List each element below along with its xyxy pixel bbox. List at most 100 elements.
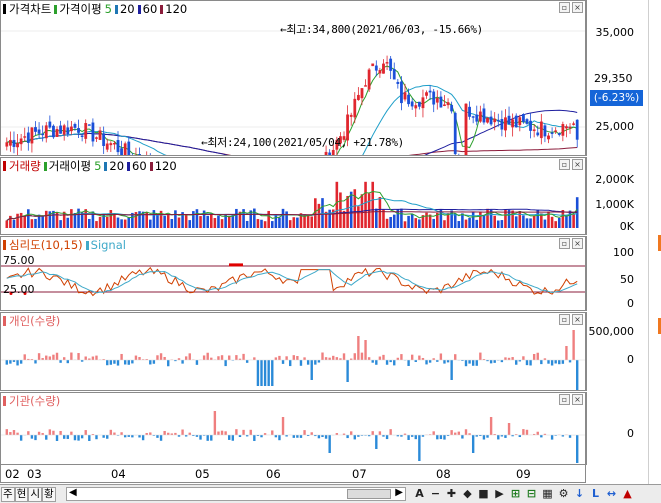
panel-controls: ▫ × — [559, 159, 583, 170]
date-axis: 02 03 04 05 06 07 08 09 — [0, 465, 586, 483]
price-chart-panel[interactable]: 가격차트 가격이평 5 20 60 120 ▫ × ←최고:34,800(202… — [0, 0, 586, 156]
month-label: 02 — [5, 467, 20, 481]
legend-ma5[interactable]: 5 — [104, 2, 112, 16]
minimize-icon[interactable]: ▫ — [559, 159, 570, 170]
legend-price-ma[interactable]: 가격이평 — [59, 2, 102, 16]
up-arrow-icon[interactable]: ▲ — [623, 487, 632, 500]
tab-current[interactable]: 현 — [14, 486, 29, 502]
close-icon[interactable]: × — [572, 314, 583, 325]
month-label: 05 — [195, 467, 210, 481]
legend-ma20[interactable]: 20 — [119, 2, 135, 16]
legend-vma120[interactable]: 120 — [154, 159, 177, 173]
legend-marker-icon — [3, 316, 6, 326]
minimize-icon[interactable]: ▫ — [559, 2, 570, 13]
minimize-icon[interactable]: ▫ — [559, 238, 570, 249]
psych-plot — [1, 263, 585, 297]
individual-plot — [1, 330, 585, 390]
legend-volume-ma[interactable]: 거래이평 — [48, 159, 92, 173]
psych-tick: 100 — [613, 246, 634, 259]
psych-tick: 0 — [627, 297, 634, 310]
layout-icon[interactable]: ▦ — [542, 487, 553, 500]
legend-marker-icon — [3, 240, 6, 250]
volume-tick: 1,000K — [595, 198, 634, 211]
legend-institution[interactable]: 기관(수량) — [9, 394, 61, 408]
legend-vma5[interactable]: 5 — [94, 159, 102, 173]
side-marker — [658, 318, 661, 334]
psychological-panel[interactable]: 심리도(10,15) Signal ▫ × 75.00 25.00 — [0, 236, 586, 311]
zoom-in-icon[interactable]: ✚ — [446, 487, 457, 500]
close-icon[interactable]: × — [572, 238, 583, 249]
volume-tick: 0K — [619, 220, 634, 233]
psych-axis: 100 50 0 — [586, 236, 648, 311]
panel-controls: ▫ × — [559, 394, 583, 405]
scroll-left-icon[interactable]: ◀ — [69, 487, 77, 498]
legend-marker-icon — [127, 161, 131, 171]
zoom-out-icon[interactable]: − — [430, 487, 441, 500]
scroll-right-icon[interactable]: ▶ — [395, 487, 403, 498]
download-icon[interactable]: ↓ — [574, 487, 585, 500]
institution-tick: 0 — [627, 427, 634, 440]
legend-marker-icon — [137, 4, 141, 14]
legend-vma20[interactable]: 20 — [109, 159, 125, 173]
month-label: 04 — [111, 467, 126, 481]
volume-plot — [5, 181, 579, 228]
individual-tick: 500,000 — [588, 325, 635, 338]
excel-icon[interactable]: ⊞ — [510, 487, 521, 500]
close-icon[interactable]: × — [572, 159, 583, 170]
legend-signal[interactable]: Signal — [90, 238, 126, 252]
individual-tick: 0 — [627, 353, 634, 366]
institution-panel[interactable]: 기관(수량) ▫ × — [0, 392, 586, 465]
tab-market[interactable]: 시 — [28, 486, 43, 502]
month-label: 08 — [436, 467, 451, 481]
legend-volume[interactable]: 거래량 — [9, 159, 41, 173]
institution-panel-legend: 기관(수량) — [3, 394, 63, 408]
minimize-icon[interactable]: ▫ — [559, 394, 570, 405]
institution-plot — [1, 411, 585, 463]
play-icon[interactable]: ▶ — [495, 487, 504, 500]
chart-scrollbar[interactable]: ◀ ▶ — [66, 487, 406, 501]
legend-marker-icon — [54, 4, 58, 14]
scroll-thumb[interactable] — [347, 489, 391, 499]
legend-individual[interactable]: 개인(수량) — [9, 314, 61, 328]
close-icon[interactable]: × — [572, 394, 583, 405]
lower-level-label: 25.00 — [3, 283, 35, 296]
marker-icon[interactable]: ◆ — [463, 487, 472, 500]
close-icon[interactable]: × — [572, 2, 583, 13]
low-annotation: ←최저:24,100(2021/05/04, +21.78%) — [201, 136, 404, 149]
legend-psych[interactable]: 심리도(10,15) — [9, 238, 83, 252]
settings-icon[interactable]: ⚙ — [558, 487, 569, 500]
psych-panel-legend: 심리도(10,15) Signal — [3, 238, 129, 252]
individual-panel[interactable]: 개인(수량) ▫ × — [0, 312, 586, 391]
legend-vma60[interactable]: 60 — [132, 159, 147, 173]
stop-icon[interactable]: ■ — [478, 487, 489, 500]
month-label: 06 — [266, 467, 281, 481]
grid-icon[interactable]: ⊟ — [526, 487, 537, 500]
legend-marker-icon — [3, 161, 6, 171]
legend-price-chart[interactable]: 가격차트 — [9, 2, 52, 16]
price-plot — [1, 30, 585, 155]
month-label: 03 — [27, 467, 42, 481]
price-panel-legend: 가격차트 가격이평 5 20 60 120 — [3, 2, 190, 16]
minimize-icon[interactable]: ▫ — [559, 314, 570, 325]
volume-panel[interactable]: 거래량 거래이평 5 20 60 120 ▫ × — [0, 157, 586, 235]
price-axis: 35,000 25,000 — [586, 0, 648, 156]
tab-week[interactable]: 주 — [1, 486, 15, 502]
legend-ma120[interactable]: 120 — [165, 2, 188, 16]
volume-panel-legend: 거래량 거래이평 5 20 60 120 — [3, 159, 180, 173]
legend-marker-icon — [43, 161, 47, 171]
log-scale-icon[interactable]: L — [591, 487, 599, 500]
text-tool-icon[interactable]: A — [415, 487, 424, 500]
side-marker — [658, 235, 661, 251]
institution-axis: 0 — [586, 392, 648, 465]
tab-status[interactable]: 황 — [42, 486, 56, 502]
legend-ma60[interactable]: 60 — [142, 2, 158, 16]
expand-icon[interactable]: ↔ — [606, 487, 617, 500]
legend-marker-icon — [85, 240, 89, 250]
month-label: 07 — [352, 467, 367, 481]
legend-marker-icon — [104, 161, 108, 171]
volume-axis: 2,000K 1,000K 0K — [586, 157, 648, 235]
panel-controls: ▫ × — [559, 314, 583, 325]
legend-marker-icon — [114, 4, 118, 14]
individual-panel-legend: 개인(수량) — [3, 314, 63, 328]
price-tick: 25,000 — [595, 120, 635, 133]
